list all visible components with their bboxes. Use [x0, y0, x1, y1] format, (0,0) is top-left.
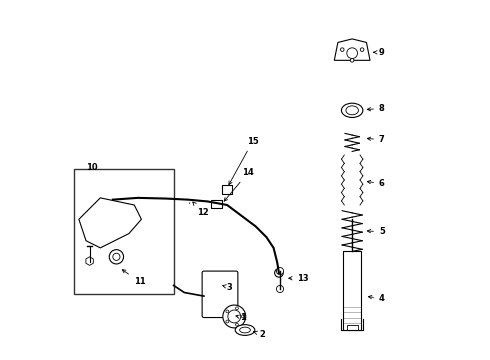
- Circle shape: [341, 48, 344, 51]
- Text: 7: 7: [368, 135, 385, 144]
- Text: 8: 8: [368, 104, 385, 113]
- Text: 6: 6: [368, 179, 385, 188]
- Text: 3: 3: [222, 283, 232, 292]
- Text: 13: 13: [289, 274, 308, 283]
- FancyBboxPatch shape: [222, 185, 232, 194]
- Circle shape: [276, 285, 284, 293]
- Circle shape: [236, 323, 238, 326]
- Ellipse shape: [342, 103, 363, 117]
- Text: 9: 9: [373, 48, 385, 57]
- FancyBboxPatch shape: [211, 201, 222, 207]
- Polygon shape: [334, 39, 370, 60]
- Polygon shape: [79, 198, 142, 248]
- Circle shape: [350, 59, 354, 62]
- Circle shape: [223, 305, 245, 328]
- Ellipse shape: [346, 106, 358, 115]
- Circle shape: [228, 310, 241, 323]
- Circle shape: [226, 320, 229, 323]
- Circle shape: [226, 310, 229, 313]
- Ellipse shape: [235, 325, 255, 336]
- Circle shape: [113, 253, 120, 260]
- Circle shape: [276, 267, 284, 275]
- Text: 5: 5: [368, 227, 385, 236]
- FancyBboxPatch shape: [202, 271, 238, 318]
- Circle shape: [360, 48, 364, 51]
- Circle shape: [242, 315, 245, 318]
- Bar: [343, 251, 361, 330]
- Text: 4: 4: [368, 294, 385, 303]
- Text: 12: 12: [193, 202, 209, 217]
- Circle shape: [236, 307, 238, 310]
- Text: 2: 2: [254, 330, 265, 339]
- Circle shape: [109, 249, 123, 264]
- Text: 11: 11: [122, 270, 146, 286]
- Text: 1: 1: [236, 313, 246, 322]
- Ellipse shape: [240, 327, 250, 333]
- Bar: [74, 169, 173, 294]
- Circle shape: [275, 269, 283, 277]
- Bar: [347, 325, 358, 330]
- Circle shape: [347, 48, 358, 59]
- Text: 10: 10: [86, 163, 97, 172]
- Text: 15: 15: [229, 137, 259, 185]
- Text: 14: 14: [224, 168, 254, 201]
